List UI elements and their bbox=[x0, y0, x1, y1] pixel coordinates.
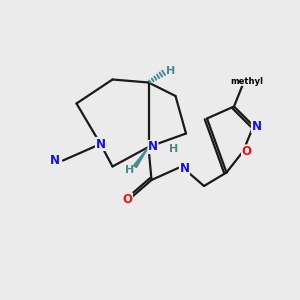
Text: O: O bbox=[242, 145, 252, 158]
Polygon shape bbox=[134, 147, 148, 167]
Text: H: H bbox=[167, 66, 176, 76]
Text: N: N bbox=[179, 161, 190, 175]
Text: H: H bbox=[125, 165, 134, 175]
Text: methyl: methyl bbox=[230, 76, 263, 85]
Text: N: N bbox=[50, 154, 59, 167]
Text: N: N bbox=[95, 137, 106, 151]
Text: O: O bbox=[122, 193, 133, 206]
Text: N: N bbox=[251, 119, 262, 133]
Text: H: H bbox=[169, 144, 178, 154]
Text: N: N bbox=[148, 140, 158, 154]
